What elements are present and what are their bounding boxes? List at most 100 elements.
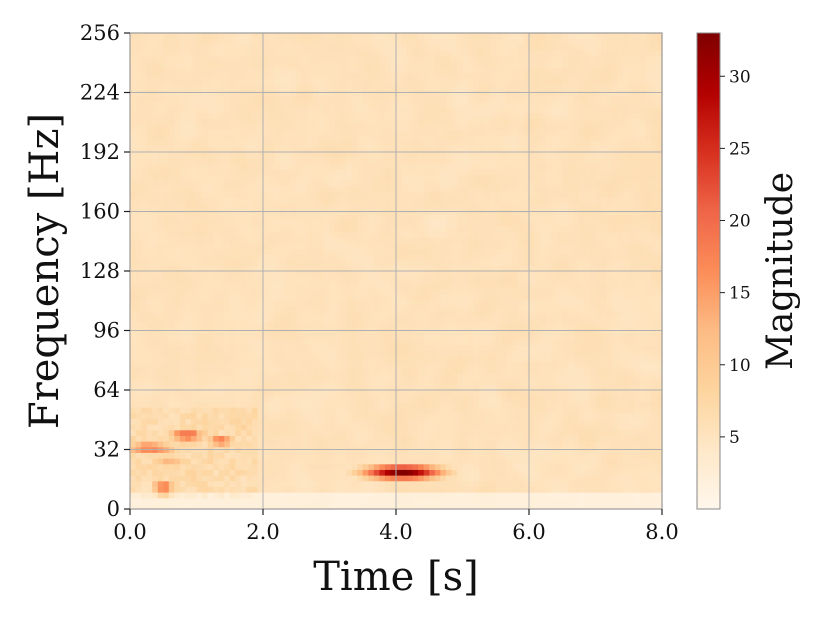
heatmap-cell: [285, 220, 292, 227]
heatmap-cell: [556, 254, 563, 261]
heatmap-cell: [307, 458, 314, 465]
heatmap-cell: [384, 497, 392, 504]
heatmap-cell: [623, 390, 630, 397]
heatmap-cell: [168, 407, 175, 414]
heatmap-cell: [495, 367, 502, 374]
heatmap-cell: [612, 475, 619, 482]
heatmap-cell: [551, 276, 558, 283]
heatmap-cell: [584, 225, 591, 232]
heatmap-cell: [445, 497, 453, 504]
heatmap-cell: [274, 401, 281, 408]
heatmap-cell: [639, 475, 646, 482]
heatmap-cell: [290, 231, 297, 238]
heatmap-cell: [152, 231, 159, 238]
heatmap-cell: [412, 344, 419, 351]
heatmap-cell: [634, 373, 641, 380]
heatmap-cell: [307, 492, 314, 499]
heatmap-cell: [495, 293, 502, 300]
heatmap-cell: [318, 220, 325, 227]
heatmap-cell: [473, 242, 480, 249]
heatmap-cell: [224, 220, 231, 227]
heatmap-cell: [274, 497, 281, 504]
heatmap-cell: [190, 475, 198, 482]
heatmap-cell: [551, 248, 558, 255]
heatmap-cell: [224, 407, 231, 414]
heatmap-cell: [202, 299, 209, 306]
heatmap-cell: [468, 424, 475, 431]
heatmap-cell: [556, 237, 563, 244]
heatmap-cell: [645, 220, 652, 227]
heatmap-cell: [285, 492, 292, 499]
heatmap-cell: [168, 310, 175, 317]
heatmap-cell: [301, 288, 308, 295]
heatmap-cell: [656, 356, 663, 363]
heatmap-cell: [296, 373, 303, 380]
heatmap-cell: [240, 299, 247, 306]
heatmap-cell: [390, 254, 397, 261]
heatmap-cell: [407, 242, 414, 249]
heatmap-cell: [584, 265, 591, 272]
heatmap-cell: [423, 486, 430, 493]
heatmap-cell: [357, 265, 364, 272]
heatmap-cell: [163, 339, 170, 346]
heatmap-cell: [634, 339, 641, 346]
heatmap-cell: [396, 214, 403, 221]
heatmap-cell: [501, 463, 508, 470]
heatmap-cell: [229, 435, 236, 442]
heatmap-cell: [484, 333, 491, 340]
heatmap-cell: [517, 463, 525, 470]
heatmap-cell: [628, 475, 635, 482]
heatmap-cell: [224, 248, 231, 255]
heatmap-cell: [362, 214, 369, 221]
heatmap-cell: [623, 350, 630, 357]
heatmap-cell: [190, 480, 198, 487]
heatmap-cell: [329, 367, 336, 374]
heatmap-cell: [628, 463, 635, 470]
heatmap-cell: [290, 242, 297, 249]
heatmap-cell: [545, 316, 552, 323]
heatmap-cell: [656, 418, 663, 425]
heatmap-cell: [479, 452, 486, 459]
heatmap-cell: [578, 237, 586, 244]
heatmap-cell: [512, 407, 519, 414]
heatmap-cell: [196, 276, 203, 283]
heatmap-cell: [578, 282, 586, 289]
heatmap-cell: [628, 305, 635, 312]
heatmap-cell: [301, 373, 308, 380]
heatmap-cell: [656, 350, 663, 357]
heatmap-cell: [484, 288, 491, 295]
heatmap-cell: [650, 378, 658, 385]
heatmap-cell: [251, 271, 259, 278]
heatmap-cell: [384, 401, 392, 408]
heatmap-cell: [534, 401, 541, 408]
heatmap-cell: [473, 333, 480, 340]
heatmap-cell: [479, 316, 486, 323]
heatmap-cell: [573, 276, 580, 283]
heatmap-cell: [440, 237, 447, 244]
heatmap-cell: [196, 271, 203, 278]
heatmap-cell: [135, 265, 142, 272]
heatmap-cell: [540, 418, 547, 425]
heatmap-cell: [390, 452, 397, 459]
heatmap-cell: [551, 458, 558, 465]
heatmap-cell: [589, 339, 597, 346]
heatmap-cell: [179, 316, 187, 323]
heatmap-cell: [506, 242, 513, 249]
heatmap-cell: [251, 390, 259, 397]
heatmap-cell: [612, 276, 619, 283]
heatmap-cell: [606, 475, 613, 482]
heatmap-cell: [202, 480, 209, 487]
heatmap-cell: [512, 288, 519, 295]
heatmap-cell: [462, 407, 469, 414]
heatmap-cell: [601, 475, 608, 482]
heatmap-cell: [323, 407, 331, 414]
heatmap-cell: [379, 475, 386, 482]
heatmap-cell: [152, 435, 159, 442]
heatmap-cell: [190, 265, 198, 272]
heatmap-cell: [506, 475, 513, 482]
heatmap-cell: [529, 356, 536, 363]
heatmap-cell: [601, 310, 608, 317]
heatmap-cell: [323, 305, 331, 312]
heatmap-cell: [268, 322, 275, 329]
heatmap-cell: [418, 322, 425, 329]
